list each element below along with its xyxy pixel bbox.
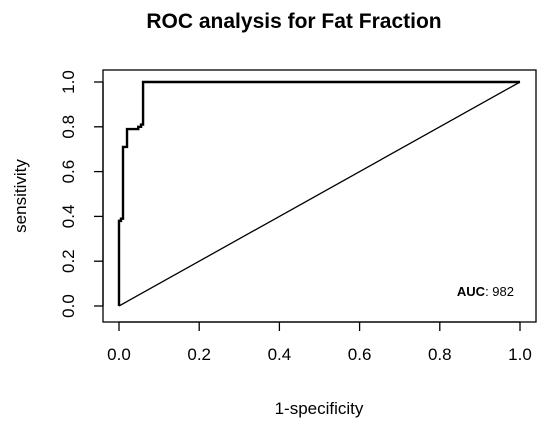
x-tick-label: 0.4 bbox=[268, 345, 292, 364]
y-tick-label: 0.2 bbox=[59, 249, 78, 273]
y-tick-label: 1.0 bbox=[59, 70, 78, 94]
x-axis: 0.0 0.2 0.4 0.6 0.8 1.0 bbox=[107, 321, 532, 364]
y-tick-label: 0.8 bbox=[59, 115, 78, 139]
y-tick-label: 0.0 bbox=[59, 294, 78, 318]
y-tick-label: 0.6 bbox=[59, 160, 78, 184]
x-tick-label: 0.8 bbox=[428, 345, 452, 364]
auc-annotation: AUC: 982 bbox=[457, 284, 514, 299]
auc-separator: : bbox=[485, 284, 492, 299]
y-axis: 0.0 0.2 0.4 0.6 0.8 1.0 bbox=[59, 70, 104, 318]
x-tick-label: 0.0 bbox=[107, 345, 131, 364]
reference-diagonal-line bbox=[118, 81, 521, 307]
x-tick-label: 0.6 bbox=[348, 345, 372, 364]
auc-value: 982 bbox=[492, 284, 514, 299]
roc-curve-line bbox=[117, 80, 520, 306]
y-tick-label: 0.4 bbox=[59, 205, 78, 229]
x-tick-label: 1.0 bbox=[508, 345, 532, 364]
y-axis-label: sensitivity bbox=[11, 159, 30, 233]
chart-title: ROC analysis for Fat Fraction bbox=[146, 10, 441, 33]
x-tick-label: 0.2 bbox=[187, 345, 211, 364]
auc-label: AUC bbox=[457, 284, 486, 299]
x-axis-label: 1-specificity bbox=[275, 399, 364, 418]
